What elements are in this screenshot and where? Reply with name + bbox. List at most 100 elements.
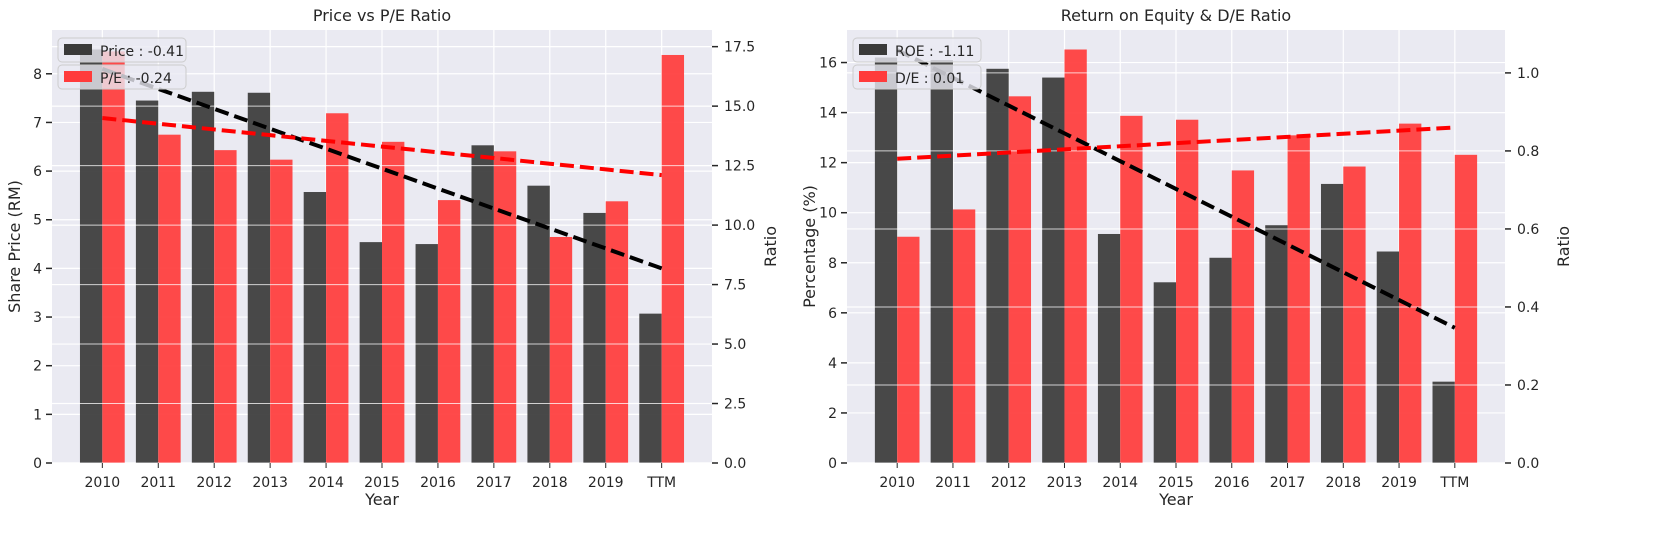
bar-dark-2013 (1042, 77, 1065, 463)
bar-dark-2017 (1265, 225, 1288, 463)
legend-label-red: D/E : 0.01 (895, 71, 964, 87)
bar-dark-2015 (359, 242, 382, 463)
x-tick-label: 2015 (1158, 475, 1194, 491)
bar-dark-TTM (639, 313, 662, 463)
y-right-tick-label: 7.5 (724, 278, 746, 294)
y-right-tick-label: 5.0 (724, 337, 746, 353)
bar-red-2016 (437, 200, 461, 463)
x-tick-label: TTM (646, 475, 676, 491)
x-tick-label: TTM (1439, 475, 1469, 491)
x-tick-label: 2016 (1214, 475, 1250, 491)
legend-label-red: P/E : -0.24 (100, 71, 172, 87)
y-left-tick-label: 6 (828, 306, 837, 322)
y-left-tick-label: 0 (828, 456, 837, 472)
y-left-tick-label: 8 (33, 67, 42, 83)
x-tick-label: 2019 (588, 475, 624, 491)
bar-dark-2013 (247, 92, 271, 463)
x-tick-label: 2018 (532, 475, 568, 491)
legend-swatch-dark (64, 44, 92, 55)
trend-line-red (897, 125, 1455, 161)
y-right-tick-label: 0.0 (1517, 456, 1539, 472)
bar-dark-2016 (1209, 257, 1232, 463)
bar-red-TTM (1454, 154, 1478, 463)
bar-red-2018 (549, 236, 573, 463)
bar-dark-2011 (930, 60, 953, 464)
bar-red-2015 (1176, 119, 1199, 464)
x-tick-label: 2019 (1381, 475, 1417, 491)
y-axis-label-right: Ratio (761, 226, 780, 267)
bar-red-2013 (1064, 49, 1087, 463)
y-left-tick-label: 4 (828, 356, 837, 372)
x-tick-label: 2012 (991, 475, 1027, 491)
y-left-tick-label: 0 (33, 456, 42, 472)
x-tick-label: 2011 (140, 475, 176, 491)
y-left-tick-label: 3 (33, 310, 42, 326)
bar-dark-2016 (415, 244, 438, 463)
x-tick-label: 2014 (308, 475, 344, 491)
y-left-tick-label: 10 (819, 206, 837, 222)
bar-dark-2010 (874, 57, 898, 463)
legend-swatch-red (859, 71, 887, 82)
bar-red-2017 (1287, 135, 1310, 463)
y-left-tick-label: 4 (33, 261, 42, 277)
bar-red-2019 (605, 201, 629, 464)
bar-red-TTM (661, 54, 685, 463)
x-tick-label: 2016 (420, 475, 456, 491)
legend-label-dark: Price : -0.41 (100, 44, 184, 60)
bar-dark-2018 (1320, 183, 1344, 464)
y-left-tick-label: 5 (33, 213, 42, 229)
trend-line-red (102, 116, 662, 178)
y-left-tick-label: 6 (33, 164, 42, 180)
bar-dark-2018 (527, 185, 550, 463)
y-left-tick-label: 16 (819, 56, 837, 72)
legend-label-dark: ROE : -1.11 (895, 44, 974, 60)
bar-dark-2017 (471, 145, 494, 463)
bar-dark-2019 (583, 212, 606, 463)
y-left-tick-label: 12 (819, 156, 837, 172)
y-left-tick-label: 2 (828, 406, 837, 422)
bar-dark-2012 (986, 68, 1009, 463)
x-tick-label: 2010 (879, 475, 915, 491)
x-tick-label: 2013 (252, 475, 288, 491)
y-right-tick-label: 0.2 (1517, 378, 1539, 394)
bar-red-2015 (382, 141, 405, 464)
y-right-tick-label: 0.8 (1517, 144, 1539, 160)
bar-dark-2011 (135, 100, 159, 463)
bar-dark-TTM (1432, 381, 1455, 463)
x-tick-label: 2017 (1270, 475, 1306, 491)
y-right-tick-label: 2.5 (724, 397, 746, 413)
trend-line-dark (896, 48, 1456, 330)
bar-red-2018 (1343, 166, 1366, 463)
bar-dark-2012 (191, 91, 215, 463)
y-axis-label-right: Ratio (1554, 226, 1573, 267)
bar-red-2010 (102, 51, 125, 464)
x-axis-label: Year (364, 490, 399, 509)
bar-red-2016 (1231, 170, 1255, 463)
y-axis-label-left: Percentage (%) (800, 185, 819, 308)
chart-title: Return on Equity & D/E Ratio (1061, 6, 1291, 25)
bar-red-2013 (270, 159, 293, 463)
y-right-tick-label: 0.4 (1517, 300, 1539, 316)
x-tick-label: 2013 (1047, 475, 1083, 491)
x-axis-label: Year (1158, 490, 1193, 509)
x-tick-label: 2011 (935, 475, 971, 491)
bar-dark-2014 (303, 192, 327, 463)
bar-red-2012 (214, 150, 237, 463)
chart-title: Price vs P/E Ratio (313, 6, 451, 25)
bar-dark-2019 (1376, 251, 1400, 463)
bar-dark-2015 (1153, 282, 1176, 463)
legend-swatch-dark (859, 44, 887, 55)
y-right-tick-label: 0.0 (724, 456, 746, 472)
y-left-tick-label: 14 (819, 106, 837, 122)
x-tick-label: 2017 (476, 475, 512, 491)
y-axis-label-left: Share Price (RM) (5, 180, 24, 313)
bar-dark-2014 (1097, 233, 1121, 463)
y-right-tick-label: 17.5 (724, 40, 755, 56)
bar-red-2014 (326, 113, 349, 464)
y-left-tick-label: 8 (828, 256, 837, 272)
bar-red-2019 (1399, 123, 1422, 464)
x-tick-label: 2010 (85, 475, 121, 491)
y-right-tick-label: 12.5 (724, 159, 755, 175)
bar-red-2014 (1120, 115, 1143, 463)
